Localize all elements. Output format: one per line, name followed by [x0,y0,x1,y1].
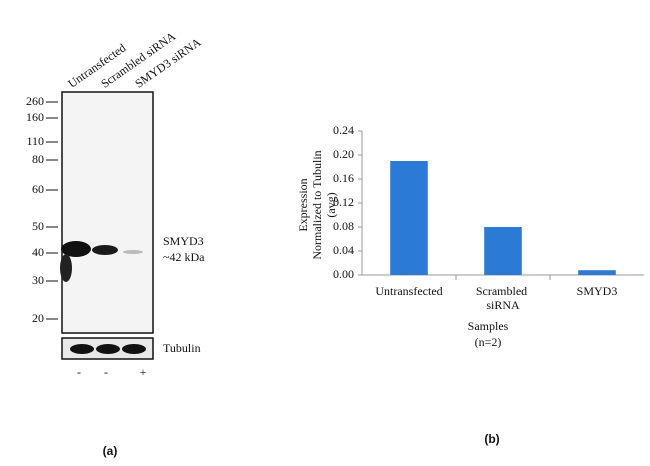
x-tick-label: Untransfected [375,284,442,298]
marker-label: 30 [32,273,44,287]
y-tick-label: 0.08 [333,219,354,233]
treatment: - [104,365,108,379]
x-tick-label: Scrambled siRNA [476,284,530,312]
blot-band [92,245,118,255]
panel-label: (b) [484,432,499,446]
y-tick-label: 0.00 [333,267,354,281]
tubulin-band [96,344,120,354]
marker-label: 60 [32,182,44,196]
tubulin-band [70,344,94,354]
marker-label: 80 [32,152,44,166]
tubulin-band [122,344,146,354]
y-axis-label: Normalized to Tubulin [310,150,324,259]
y-axis-label: Expression [296,178,310,231]
band-label: SMYD3 [163,234,204,248]
y-tick-label: 0.12 [333,195,354,209]
bar [484,227,522,275]
band-label: ~42 kDa [163,250,205,264]
bar [578,270,616,275]
blot-band [123,250,143,254]
marker-label: 260 [26,94,44,108]
y-axis-label: (avg) [324,192,338,217]
blot-band [61,241,91,257]
loading-label: Tubulin [163,341,201,355]
blot-membrane [61,91,154,334]
marker-label: 160 [26,110,44,124]
marker-label: 20 [32,311,44,325]
x-tick-label: SMYD3 [577,284,618,298]
marker-label: 110 [26,134,44,148]
marker-label: 40 [32,245,44,259]
y-tick-label: 0.16 [333,171,354,185]
panel-label: (a) [103,444,118,458]
y-tick-label: 0.04 [333,243,354,257]
x-axis-label: (n=2) [475,335,502,349]
bar [390,161,428,275]
blot-smear [60,254,72,282]
x-axis-label: Samples [468,319,509,333]
marker-label: 50 [32,219,44,233]
treatment: - [77,365,81,379]
treatment: + [140,365,147,379]
y-tick-label: 0.20 [333,147,354,161]
y-tick-label: 0.24 [333,123,354,137]
